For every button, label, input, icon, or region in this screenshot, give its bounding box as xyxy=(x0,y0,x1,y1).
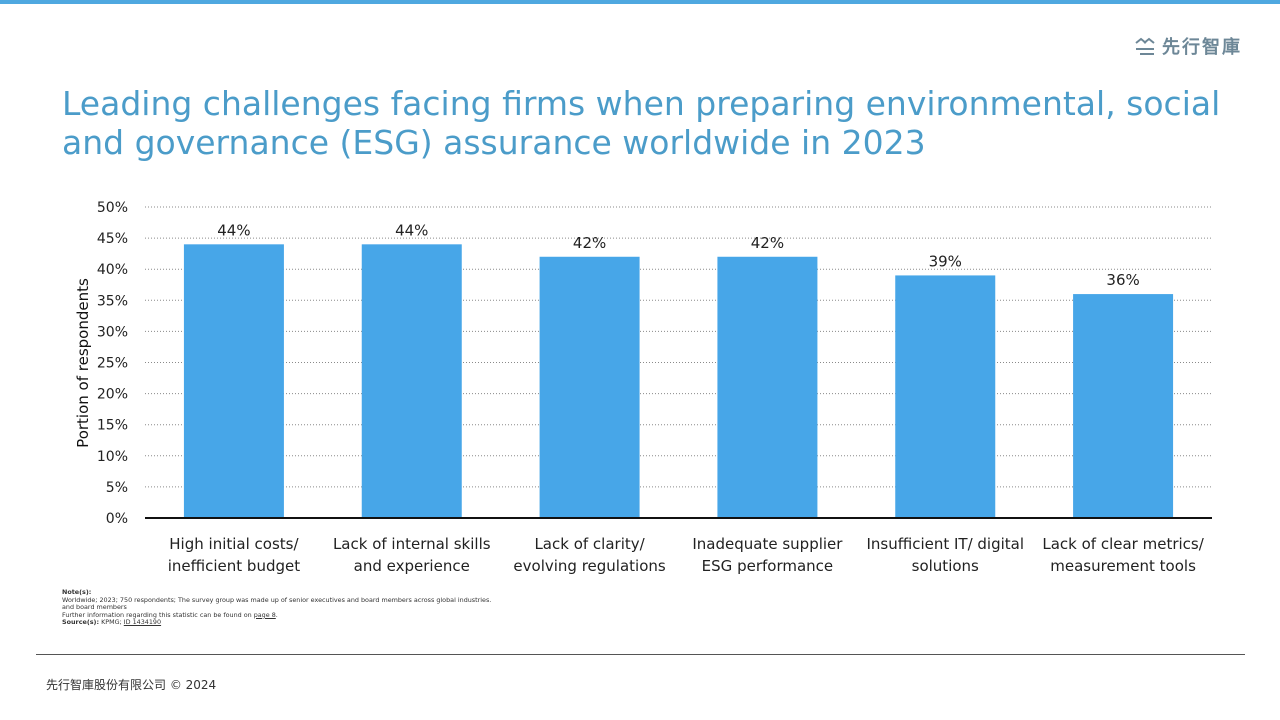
x-tick-label-line: Insufficient IT/ digital xyxy=(866,535,1024,553)
y-tick-label: 20% xyxy=(97,387,128,403)
y-tick-label: 5% xyxy=(106,480,128,496)
data-labels: 44% 44% 42% 42% 39% 36% xyxy=(217,221,1140,289)
y-axis-ticks: 0% 5% 10% 15% 20% 25% 30% 35% 40% 45% 50% xyxy=(97,200,128,527)
data-label: 44% xyxy=(217,221,250,239)
y-tick-label: 15% xyxy=(97,418,128,434)
x-tick-label-line: solutions xyxy=(912,557,979,575)
x-tick-label: Inadequate supplier ESG performance xyxy=(692,535,843,575)
x-tick-label-line: Lack of internal skills xyxy=(333,535,491,553)
x-tick-label-line: Lack of clarity/ xyxy=(534,535,645,553)
data-label: 44% xyxy=(395,221,428,239)
x-tick-label: High initial costs/inefficient budget xyxy=(168,535,301,575)
bar xyxy=(361,244,462,518)
x-tick-label-line: measurement tools xyxy=(1050,557,1196,575)
x-axis-labels: High initial costs/inefficient budget Lac… xyxy=(168,535,1205,575)
y-tick-label: 0% xyxy=(106,511,128,527)
brand-logo: 先行智庫 xyxy=(1134,33,1242,59)
bar xyxy=(539,256,640,518)
further-info-text: Further information regarding this stati… xyxy=(62,610,254,619)
x-tick-label: Lack of clear metrics/measurement tools xyxy=(1042,535,1204,575)
data-label: 39% xyxy=(929,252,962,270)
logo-text: 先行智庫 xyxy=(1162,37,1242,58)
footer-copyright: 先行智庫股份有限公司 © 2024 xyxy=(46,678,217,692)
notes-block: Note(s): Worldwide; 2023; 750 respondent… xyxy=(62,588,582,627)
y-tick-label: 50% xyxy=(97,200,128,216)
data-label: 42% xyxy=(751,234,784,252)
page-title: Leading challenges facing firms when pre… xyxy=(62,84,1221,162)
x-tick-label-line: and experience xyxy=(354,557,470,575)
bar xyxy=(895,275,996,518)
source-text: KPMG; xyxy=(99,618,124,627)
footer-divider xyxy=(36,654,1245,655)
data-label: 42% xyxy=(573,234,606,252)
y-tick-label: 25% xyxy=(97,356,128,372)
source-label: Source(s): xyxy=(62,618,100,627)
notes-line-1: Worldwide; 2023; 750 respondents; The su… xyxy=(62,595,492,604)
bar xyxy=(183,244,284,518)
x-tick-label-line: High initial costs/ xyxy=(169,535,299,553)
further-info-end: . xyxy=(275,610,278,619)
y-tick-label: 35% xyxy=(97,293,128,309)
y-axis-label: Portion of respondents xyxy=(74,278,92,448)
bar xyxy=(717,256,818,518)
bar xyxy=(1073,294,1174,518)
y-tick-label: 45% xyxy=(97,231,128,247)
top-accent-bar xyxy=(0,0,1280,4)
x-tick-label-line: inefficient budget xyxy=(168,557,301,575)
x-tick-label-line: evolving regulations xyxy=(513,557,665,575)
gridlines xyxy=(145,206,1212,488)
notes-label: Note(s): xyxy=(62,588,92,596)
data-label: 36% xyxy=(1106,271,1139,289)
notes-line-2: and board members xyxy=(62,603,127,612)
source-id-link[interactable]: ID 1434190 xyxy=(123,618,162,627)
y-tick-label: 10% xyxy=(97,449,128,465)
x-tick-label-line: Lack of clear metrics/ xyxy=(1042,535,1204,553)
bars xyxy=(183,244,1174,518)
x-tick-label-line: Inadequate supplier xyxy=(692,535,843,553)
logo-icon xyxy=(1135,37,1155,55)
x-tick-label-line: ESG performance xyxy=(702,557,833,575)
x-tick-label: Lack of clarity/evolving regulations xyxy=(513,535,665,575)
y-tick-label: 40% xyxy=(97,262,128,278)
x-tick-label: Insufficient IT/ digital solutions xyxy=(866,535,1024,575)
page-link[interactable]: page 8 xyxy=(253,610,276,619)
x-tick-label: Lack of internal skills and experience xyxy=(333,535,491,575)
y-tick-label: 30% xyxy=(97,324,128,340)
bar-chart: 0% 5% 10% 15% 20% 25% 30% 35% 40% 45% 50% 44% 44% 42… xyxy=(74,200,1212,575)
